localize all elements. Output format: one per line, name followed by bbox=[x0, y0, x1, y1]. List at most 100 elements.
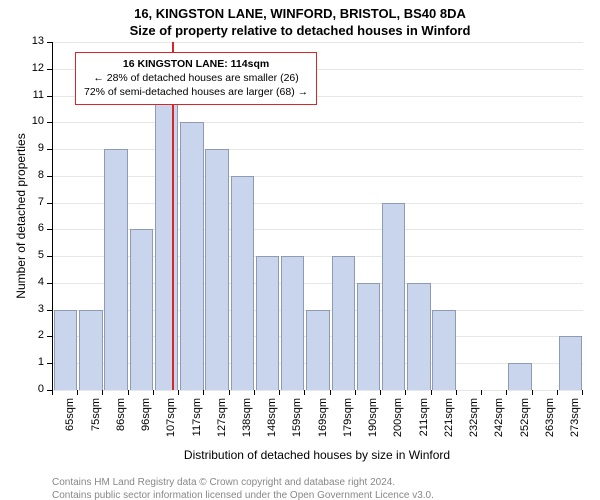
x-tick bbox=[380, 390, 381, 395]
x-tick bbox=[456, 390, 457, 395]
x-tick bbox=[304, 390, 305, 395]
x-tick bbox=[330, 390, 331, 395]
x-tick-label: 107sqm bbox=[165, 398, 177, 458]
y-tick bbox=[47, 42, 52, 43]
x-tick-label: 179sqm bbox=[342, 398, 354, 458]
histogram-bar bbox=[306, 310, 329, 390]
x-tick bbox=[405, 390, 406, 395]
histogram-bar bbox=[382, 203, 405, 390]
x-tick bbox=[128, 390, 129, 395]
y-tick-label: 3 bbox=[38, 303, 44, 315]
x-tick bbox=[77, 390, 78, 395]
x-tick-label: 127sqm bbox=[216, 398, 228, 458]
x-tick bbox=[229, 390, 230, 395]
x-tick-label: 75sqm bbox=[90, 398, 102, 458]
x-tick bbox=[279, 390, 280, 395]
histogram-bar bbox=[432, 310, 455, 390]
y-tick bbox=[47, 229, 52, 230]
x-tick-label: 200sqm bbox=[392, 398, 404, 458]
histogram-bar bbox=[407, 283, 430, 390]
attribution-line1: Contains HM Land Registry data © Crown c… bbox=[52, 476, 434, 489]
x-tick bbox=[254, 390, 255, 395]
x-tick-label: 159sqm bbox=[291, 398, 303, 458]
gridline bbox=[53, 390, 583, 391]
histogram-bar bbox=[281, 256, 304, 390]
y-tick bbox=[47, 336, 52, 337]
histogram-bar bbox=[104, 149, 127, 390]
y-tick-label: 8 bbox=[38, 169, 44, 181]
histogram-bar bbox=[180, 122, 203, 390]
x-tick bbox=[557, 390, 558, 395]
annotation-line1: 16 KINGSTON LANE: 114sqm bbox=[84, 57, 308, 71]
y-tick bbox=[47, 203, 52, 204]
x-tick bbox=[102, 390, 103, 395]
y-tick-label: 5 bbox=[38, 249, 44, 261]
x-tick-label: 138sqm bbox=[241, 398, 253, 458]
x-tick bbox=[178, 390, 179, 395]
y-tick-label: 12 bbox=[32, 62, 44, 74]
y-tick bbox=[47, 310, 52, 311]
x-tick-label: 96sqm bbox=[140, 398, 152, 458]
y-tick-label: 11 bbox=[33, 89, 44, 101]
annotation-box: 16 KINGSTON LANE: 114sqm ← 28% of detach… bbox=[75, 52, 317, 105]
x-tick-label: 221sqm bbox=[443, 398, 455, 458]
histogram-bar bbox=[130, 229, 153, 390]
y-tick-label: 2 bbox=[38, 329, 44, 341]
y-tick-label: 13 bbox=[32, 35, 44, 47]
y-tick-label: 9 bbox=[38, 142, 44, 154]
x-tick bbox=[506, 390, 507, 395]
annotation-line2: ← 28% of detached houses are smaller (26… bbox=[84, 71, 308, 85]
x-tick-label: 169sqm bbox=[317, 398, 329, 458]
histogram-bar bbox=[231, 176, 254, 390]
chart-container: { "chart": { "type": "histogram", "title… bbox=[0, 0, 600, 500]
x-tick bbox=[52, 390, 53, 395]
x-tick-label: 148sqm bbox=[266, 398, 278, 458]
x-tick bbox=[532, 390, 533, 395]
x-tick bbox=[431, 390, 432, 395]
histogram-bar bbox=[332, 256, 355, 390]
histogram-bar bbox=[155, 69, 178, 390]
histogram-bar bbox=[205, 149, 228, 390]
y-tick bbox=[47, 176, 52, 177]
histogram-bar bbox=[256, 256, 279, 390]
x-tick-label: 232sqm bbox=[468, 398, 480, 458]
x-tick-label: 117sqm bbox=[191, 398, 203, 458]
y-tick bbox=[47, 122, 52, 123]
y-tick bbox=[47, 96, 52, 97]
histogram-bar bbox=[54, 310, 77, 390]
y-tick-label: 7 bbox=[38, 196, 44, 208]
x-tick bbox=[355, 390, 356, 395]
histogram-bar bbox=[357, 283, 380, 390]
y-tick bbox=[47, 149, 52, 150]
histogram-bar bbox=[508, 363, 531, 390]
x-tick-label: 252sqm bbox=[519, 398, 531, 458]
chart-title-line1: 16, KINGSTON LANE, WINFORD, BRISTOL, BS4… bbox=[0, 6, 600, 21]
x-tick-label: 273sqm bbox=[569, 398, 581, 458]
x-tick bbox=[153, 390, 154, 395]
x-tick-label: 86sqm bbox=[115, 398, 127, 458]
attribution-line2: Contains public sector information licen… bbox=[52, 489, 434, 500]
y-tick-label: 1 bbox=[38, 356, 44, 368]
y-tick-label: 0 bbox=[38, 383, 44, 395]
x-tick-label: 263sqm bbox=[544, 398, 556, 458]
attribution-text: Contains HM Land Registry data © Crown c… bbox=[52, 476, 434, 500]
x-tick bbox=[582, 390, 583, 395]
x-tick-label: 211sqm bbox=[418, 398, 430, 458]
gridline bbox=[53, 203, 583, 204]
gridline bbox=[53, 176, 583, 177]
gridline bbox=[53, 149, 583, 150]
gridline bbox=[53, 42, 583, 43]
y-tick-label: 4 bbox=[38, 276, 44, 288]
y-tick-label: 10 bbox=[32, 115, 44, 127]
x-tick bbox=[481, 390, 482, 395]
annotation-line3: 72% of semi-detached houses are larger (… bbox=[84, 85, 308, 99]
y-axis-label: Number of detached properties bbox=[14, 42, 28, 390]
y-tick bbox=[47, 256, 52, 257]
histogram-bar bbox=[79, 310, 102, 390]
y-tick bbox=[47, 363, 52, 364]
gridline bbox=[53, 122, 583, 123]
x-tick-label: 65sqm bbox=[64, 398, 76, 458]
y-tick-label: 6 bbox=[38, 222, 44, 234]
histogram-bar bbox=[559, 336, 582, 390]
x-tick-label: 190sqm bbox=[367, 398, 379, 458]
